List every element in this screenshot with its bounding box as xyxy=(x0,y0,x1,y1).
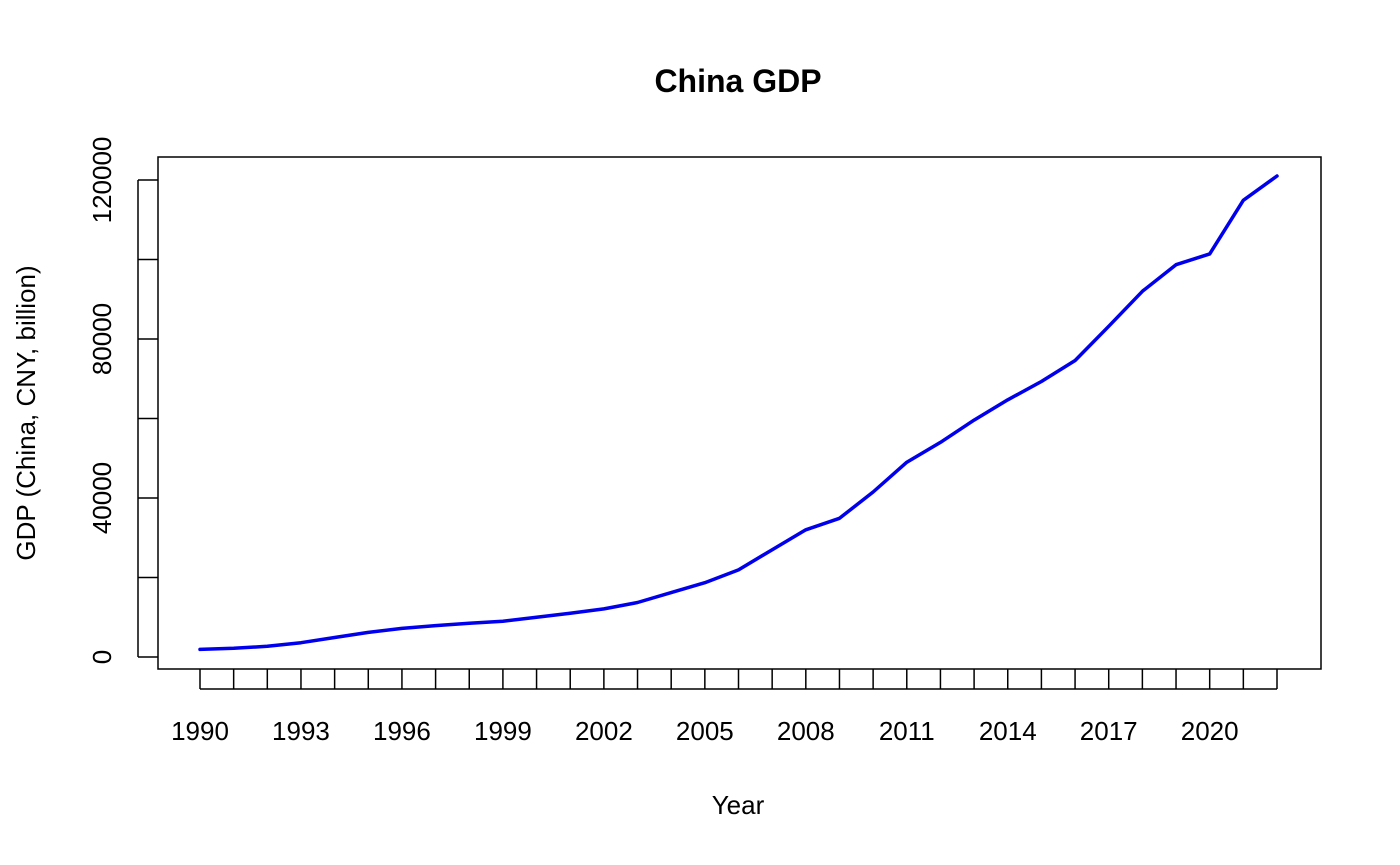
x-tick-label: 2017 xyxy=(1080,716,1138,746)
x-tick-label: 2020 xyxy=(1181,716,1239,746)
x-axis-label: Year xyxy=(712,790,765,820)
x-tick-label: 2005 xyxy=(676,716,734,746)
x-tick-label: 2011 xyxy=(879,716,935,746)
x-tick-label: 2008 xyxy=(777,716,835,746)
y-tick-label: 120000 xyxy=(87,137,117,224)
x-tick-label: 2014 xyxy=(979,716,1037,746)
y-axis-label: GDP (China, CNY, billion) xyxy=(11,265,41,560)
series-line-0 xyxy=(198,174,1279,652)
series-layer xyxy=(198,174,1279,652)
x-tick-label: 2002 xyxy=(575,716,633,746)
y-tick-label: 80000 xyxy=(87,303,117,375)
x-tick-label: 1990 xyxy=(171,716,229,746)
plot-frame xyxy=(157,156,1322,670)
x-tick-label: 1993 xyxy=(272,716,330,746)
y-tick-label: 40000 xyxy=(87,462,117,534)
chart-title: China GDP xyxy=(654,63,821,99)
y-axis: 0 40000 80000 120000 xyxy=(87,137,158,664)
x-tick-label: 1999 xyxy=(474,716,532,746)
y-tick-label: 0 xyxy=(87,650,117,664)
x-axis: 1990 1993 1996 1999 2002 2005 2008 2011 2014 2017… xyxy=(171,669,1278,746)
x-tick-label: 1996 xyxy=(373,716,431,746)
